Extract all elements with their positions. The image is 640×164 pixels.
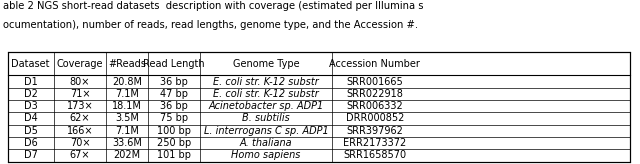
Text: ERR2173372: ERR2173372: [343, 138, 406, 148]
Text: SRR006332: SRR006332: [346, 101, 403, 111]
Text: D3: D3: [24, 101, 38, 111]
Text: D7: D7: [24, 150, 38, 160]
Text: 250 bp: 250 bp: [157, 138, 191, 148]
Text: DRR000852: DRR000852: [346, 113, 404, 123]
Text: SRR1658570: SRR1658570: [343, 150, 406, 160]
Text: SRR022918: SRR022918: [346, 89, 403, 99]
Text: 70×: 70×: [70, 138, 90, 148]
Text: D6: D6: [24, 138, 38, 148]
Text: 173×: 173×: [67, 101, 93, 111]
Text: 62×: 62×: [70, 113, 90, 123]
Text: B. subtilis: B. subtilis: [242, 113, 290, 123]
Text: 36 bp: 36 bp: [160, 101, 188, 111]
Text: 101 bp: 101 bp: [157, 150, 191, 160]
Text: D1: D1: [24, 77, 38, 87]
Text: 166×: 166×: [67, 126, 93, 136]
Text: D2: D2: [24, 89, 38, 99]
Text: 71×: 71×: [70, 89, 90, 99]
Text: Dataset: Dataset: [12, 59, 50, 69]
Text: Acinetobacter sp. ADP1: Acinetobacter sp. ADP1: [208, 101, 324, 111]
Text: 33.6M: 33.6M: [112, 138, 142, 148]
Bar: [8, 52, 630, 162]
Text: Read Length: Read Length: [143, 59, 205, 69]
Text: 202M: 202M: [113, 150, 141, 160]
Text: 7.1M: 7.1M: [115, 126, 139, 136]
Text: 18.1M: 18.1M: [112, 101, 142, 111]
Text: D4: D4: [24, 113, 38, 123]
Text: L. interrogans C sp. ADP1: L. interrogans C sp. ADP1: [204, 126, 328, 136]
Text: D5: D5: [24, 126, 38, 136]
Text: able 2 NGS short-read datasets  description with coverage (estimated per Illumin: able 2 NGS short-read datasets descripti…: [3, 1, 424, 11]
Text: 47 bp: 47 bp: [160, 89, 188, 99]
Text: SRR001665: SRR001665: [346, 77, 403, 87]
Text: Coverage: Coverage: [57, 59, 103, 69]
Text: 36 bp: 36 bp: [160, 77, 188, 87]
Text: #Reads: #Reads: [108, 59, 146, 69]
Text: E. coli str. K-12 substr: E. coli str. K-12 substr: [213, 77, 319, 87]
Text: 100 bp: 100 bp: [157, 126, 191, 136]
Text: 75 bp: 75 bp: [160, 113, 188, 123]
Text: 80×: 80×: [70, 77, 90, 87]
Text: 67×: 67×: [70, 150, 90, 160]
Text: 7.1M: 7.1M: [115, 89, 139, 99]
Text: 3.5M: 3.5M: [115, 113, 139, 123]
Text: ocumentation), number of reads, read lengths, genome type, and the Accession #.: ocumentation), number of reads, read len…: [3, 20, 419, 31]
Text: Accession Number: Accession Number: [330, 59, 420, 69]
Text: Homo sapiens: Homo sapiens: [231, 150, 301, 160]
Text: SRR397962: SRR397962: [346, 126, 403, 136]
Text: A. thaliana: A. thaliana: [239, 138, 292, 148]
Text: 20.8M: 20.8M: [112, 77, 142, 87]
Text: E. coli str. K-12 substr: E. coli str. K-12 substr: [213, 89, 319, 99]
Text: Genome Type: Genome Type: [232, 59, 300, 69]
